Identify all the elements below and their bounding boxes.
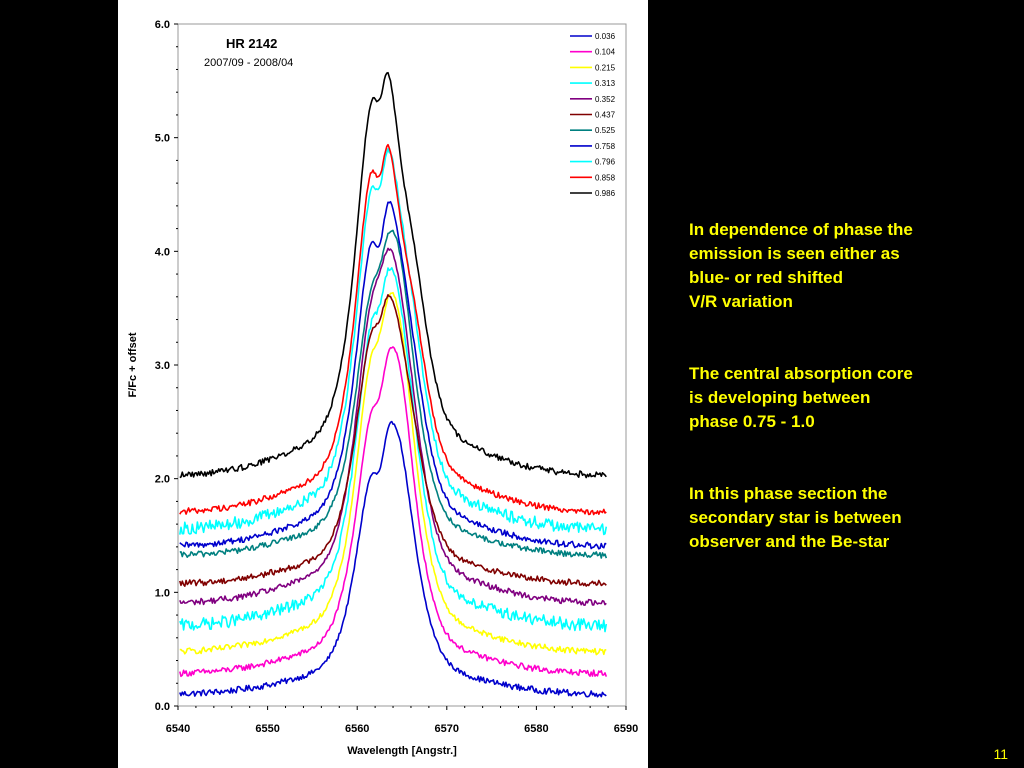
y-tick-label: 5.0: [155, 133, 170, 145]
x-axis-label: Wavelength [Angstr.]: [347, 745, 457, 757]
legend-label: 0.858: [595, 173, 616, 182]
y-axis-label: F/Fc + offset: [127, 332, 139, 397]
chart-panel: 0.0 1.0 2.0 3.0 4.0 5.0 6.0 6540 6550 6560 6570 658…: [118, 0, 648, 768]
y-tick-label: 1.0: [155, 587, 170, 599]
y-tick-label: 4.0: [155, 246, 170, 258]
series-line-0.525: [179, 229, 608, 559]
legend-label: 0.796: [595, 158, 616, 167]
note-vr-variation: In dependence of phase the emission is s…: [689, 220, 913, 311]
legend: 0.036 0.104 0.215 0.313 0.352 0.437 0.525 0.758…: [570, 32, 616, 198]
x-tick-label: 6570: [435, 723, 459, 735]
spectrum-chart: 0.0 1.0 2.0 3.0 4.0 5.0 6.0 6540 6550 6560 6570 658…: [127, 19, 638, 757]
legend-label: 0.104: [595, 48, 616, 57]
series-line-0.986: [179, 71, 607, 479]
legend-label: 0.313: [595, 79, 616, 88]
y-tick-label: 0.0: [155, 701, 170, 713]
note-secondary-star: In this phase section the secondary star…: [689, 484, 902, 551]
legend-label: 0.352: [595, 95, 616, 104]
series-line-0.215: [179, 291, 607, 656]
legend-label: 0.437: [595, 111, 616, 120]
legend-label: 0.986: [595, 189, 616, 198]
slide-notes: In dependence of phase the emission is s…: [689, 218, 989, 602]
legend-label: 0.036: [595, 32, 616, 41]
series-line-0.858: [179, 143, 607, 516]
x-tick-label: 6540: [166, 723, 190, 735]
legend-label: 0.215: [595, 63, 616, 72]
x-tick-label: 6560: [345, 723, 369, 735]
series-line-0.437: [179, 294, 607, 587]
x-tick-label: 6550: [255, 723, 279, 735]
y-tick-label: 2.0: [155, 474, 170, 486]
series-line-0.352: [179, 247, 607, 606]
y-tick-label: 3.0: [155, 360, 170, 372]
plot-area: [177, 23, 627, 707]
slide-number: 11: [993, 746, 1008, 762]
legend-label: 0.525: [595, 126, 616, 135]
series-line-0.036: [179, 420, 607, 698]
chart-title: HR 2142: [226, 36, 277, 51]
x-tick-label: 6580: [524, 723, 548, 735]
series-line-0.104: [179, 346, 608, 678]
chart-subtitle: 2007/09 - 2008/04: [204, 57, 293, 69]
legend-label: 0.758: [595, 142, 616, 151]
x-tick-label: 6590: [614, 723, 638, 735]
series-line-0.758: [179, 200, 607, 550]
note-absorption-core: The central absorption core is developin…: [689, 364, 913, 431]
y-tick-label: 6.0: [155, 19, 170, 31]
series-line-0.313: [179, 267, 608, 633]
